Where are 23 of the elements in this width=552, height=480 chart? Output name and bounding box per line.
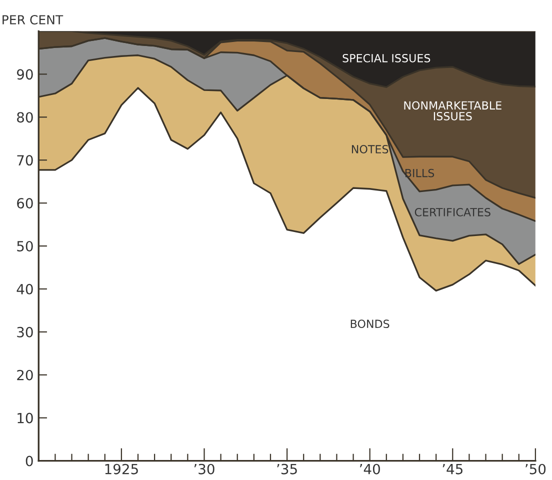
y-tick-label: 10 — [18, 412, 33, 424]
series-label: NONMARKETABLE ISSUES — [404, 101, 502, 120]
y-tick-label: 70 — [17, 155, 33, 166]
y-axis-title: PER CENT — [2, 15, 64, 24]
y-tick-label: 20 — [17, 370, 33, 380]
y-tick-label: 0 — [26, 456, 33, 466]
x-tick-label: ’40 — [360, 464, 380, 474]
series-label: CERTIFICATES — [414, 208, 490, 216]
x-tick-label: ’50 — [526, 464, 546, 474]
x-tick-label: 1925 — [105, 464, 138, 474]
y-tick-label: 50 — [17, 240, 33, 252]
series-label: BILLS — [405, 168, 434, 178]
x-tick-label: ’30 — [194, 464, 214, 474]
x-tick-label: ’45 — [442, 464, 462, 474]
series-label: NOTES — [352, 145, 388, 154]
y-tick-label: 30 — [17, 326, 33, 338]
series-label: BONDS — [350, 320, 390, 328]
y-tick-label: 60 — [17, 198, 33, 209]
y-tick-label: 90 — [16, 69, 33, 80]
x-tick-label: ’35 — [277, 464, 297, 474]
series-label: SPECIAL ISSUES — [342, 54, 430, 62]
y-tick-label: 40 — [16, 284, 33, 294]
y-tick-label: 80 — [17, 112, 33, 123]
